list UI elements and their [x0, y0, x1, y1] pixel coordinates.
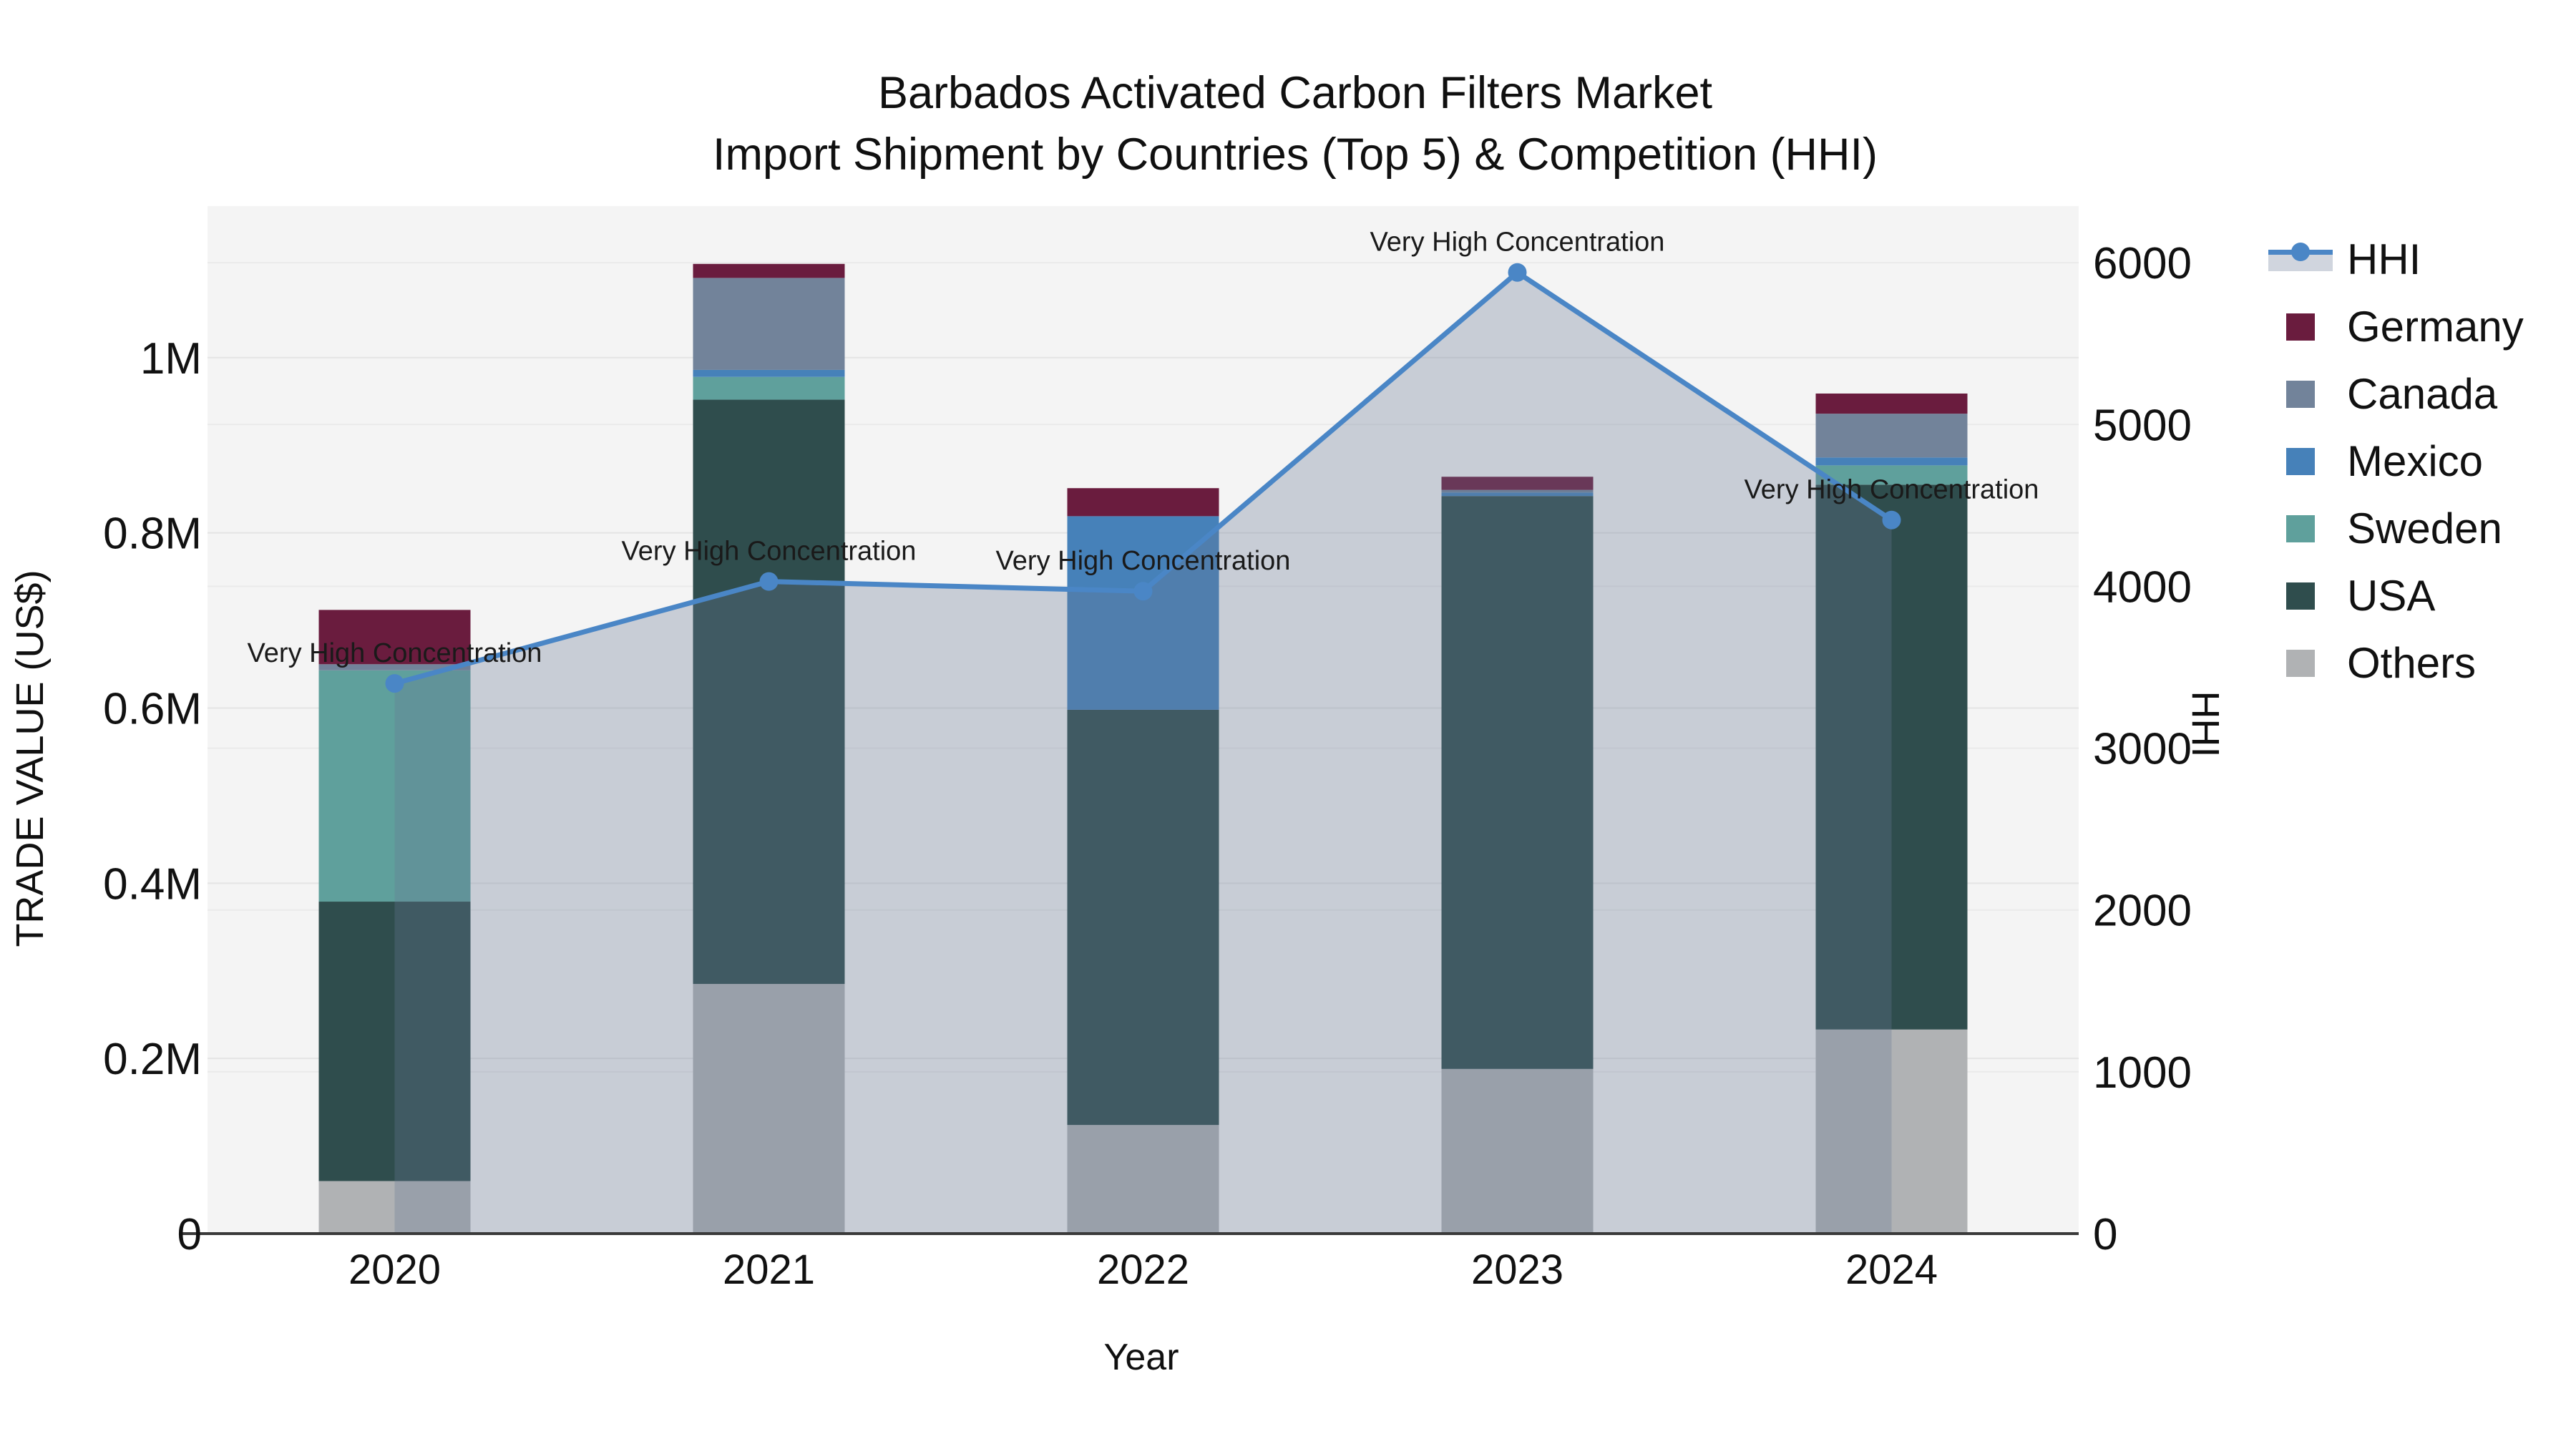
bar-segment-usa-2023 [1441, 496, 1594, 1069]
bar-segment-canada-2024 [1815, 414, 1968, 458]
legend-hhi-line-icon [2268, 242, 2333, 278]
annotation-2024: Very High Concentration [1745, 475, 2039, 505]
legend-color-swatch [2286, 381, 2315, 408]
x-tick-2022: 2022 [1097, 1246, 1189, 1293]
y-left-tick-1M: 1M [140, 334, 202, 384]
legend-swatch-germany [2268, 309, 2333, 345]
y-left-tick-0.6M: 0.6M [103, 684, 202, 733]
y-right-tick-1000: 1000 [2093, 1048, 2192, 1098]
bar-segment-sweden-2021 [693, 376, 845, 400]
legend-label-hhi: HHI [2347, 235, 2421, 283]
legend-swatch-sweden [2268, 511, 2333, 547]
bar-segment-mexico-2021 [693, 369, 845, 377]
legend-color-swatch [2286, 650, 2315, 677]
y-left-tick-0: 0 [177, 1210, 202, 1259]
hhi-marker-2023 [1508, 263, 1527, 282]
hhi-marker-2024 [1882, 510, 1901, 530]
legend-item-sweden[interactable]: Sweden [2268, 495, 2524, 562]
legend-swatch-canada [2268, 376, 2333, 412]
chart-title-line1: Barbados Activated Carbon Filters Market [877, 68, 1713, 118]
y-left-tick-0.2M: 0.2M [103, 1035, 202, 1084]
bar-segment-germany-2021 [693, 263, 845, 278]
hhi-marker-2021 [759, 572, 779, 591]
legend-item-others[interactable]: Others [2268, 630, 2524, 697]
bar-segment-mexico-2023 [1441, 492, 1594, 497]
bar-segment-germany-2024 [1815, 393, 1968, 414]
annotation-2020: Very High Concentration [248, 638, 542, 668]
bar-segment-others-2021 [693, 984, 845, 1234]
legend-label-sweden: Sweden [2347, 504, 2502, 552]
bar-segment-germany-2022 [1067, 488, 1219, 517]
bar-segment-sweden-2024 [1815, 465, 1968, 485]
y-right-tick-3000: 3000 [2093, 725, 2192, 774]
bar-segment-usa-2022 [1067, 709, 1219, 1126]
legend-label-mexico: Mexico [2347, 437, 2484, 485]
legend-item-mexico[interactable]: Mexico [2268, 428, 2524, 495]
bar-segment-canada-2023 [1441, 489, 1594, 493]
legend-label-usa: USA [2347, 572, 2436, 620]
legend-item-hhi[interactable]: HHI [2268, 226, 2524, 293]
annotation-2023: Very High Concentration [1370, 228, 1665, 258]
y-left-tick-0.8M: 0.8M [103, 509, 202, 559]
legend-item-usa[interactable]: USA [2268, 562, 2524, 630]
bar-segment-canada-2020 [318, 664, 471, 670]
y-right-tick-5000: 5000 [2093, 401, 2192, 450]
x-axis-title: Year [1103, 1337, 1179, 1378]
legend-hhi-marker-icon [2291, 243, 2310, 261]
hhi-area [394, 272, 1892, 1234]
bar-segment-germany-2023 [1441, 477, 1594, 490]
legend-color-swatch [2286, 448, 2315, 475]
hhi-marker-2020 [385, 674, 404, 693]
y-right-tick-2000: 2000 [2093, 887, 2192, 936]
bar-segment-usa-2021 [693, 399, 845, 985]
bar-segment-germany-2020 [318, 610, 471, 665]
legend-color-swatch [2286, 313, 2315, 341]
chart-title-line2: Import Shipment by Countries (Top 5) & C… [712, 130, 1878, 180]
y-right-tick-4000: 4000 [2093, 562, 2192, 612]
y-left-tick-0.4M: 0.4M [103, 859, 202, 909]
bar-segment-others-2022 [1067, 1125, 1219, 1234]
x-tick-2020: 2020 [348, 1246, 441, 1293]
bar-segment-usa-2020 [318, 902, 471, 1181]
legend-swatch-usa [2268, 578, 2333, 614]
legend-item-germany[interactable]: Germany [2268, 293, 2524, 361]
y-right-tick-0: 0 [2093, 1210, 2117, 1259]
legend-swatch-others [2268, 645, 2333, 681]
hhi-marker-2022 [1133, 582, 1153, 601]
y-right-tick-6000: 6000 [2093, 239, 2192, 288]
legend-item-canada[interactable]: Canada [2268, 361, 2524, 428]
x-tick-2023: 2023 [1471, 1246, 1563, 1293]
legend-color-swatch [2286, 515, 2315, 542]
x-tick-2021: 2021 [723, 1246, 815, 1293]
bar-segment-others-2023 [1441, 1068, 1594, 1234]
bar-segment-sweden-2020 [318, 670, 471, 902]
legend-label-canada: Canada [2347, 370, 2498, 418]
bar-segment-canada-2021 [693, 278, 845, 370]
legend-label-germany: Germany [2347, 303, 2524, 351]
legend-label-others: Others [2347, 639, 2477, 687]
bar-segment-usa-2024 [1815, 484, 1968, 1030]
legend: HHI Germany Canada Mexico Sweden USA Others [2268, 226, 2524, 697]
bar-segment-others-2024 [1815, 1029, 1968, 1234]
legend-color-swatch [2286, 582, 2315, 610]
bar-segment-mexico-2024 [1815, 457, 1968, 466]
annotation-2022: Very High Concentration [996, 546, 1291, 576]
annotation-2021: Very High Concentration [622, 537, 917, 567]
legend-swatch-mexico [2268, 444, 2333, 479]
x-tick-2024: 2024 [1845, 1246, 1938, 1293]
bar-segment-others-2020 [318, 1181, 471, 1234]
